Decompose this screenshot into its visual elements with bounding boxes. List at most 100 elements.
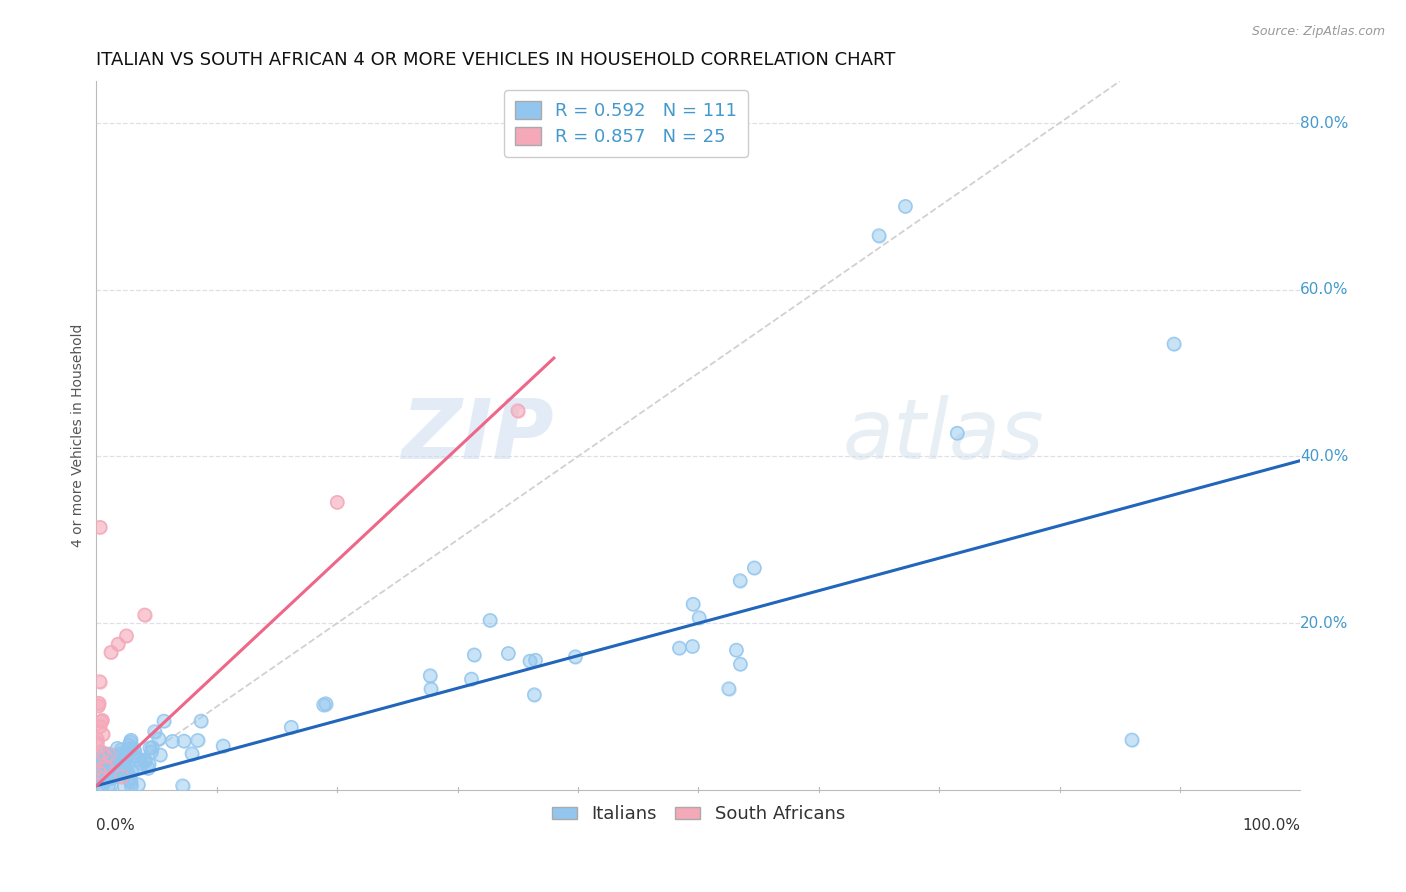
Point [148, 731, 170, 746]
Point [111, 760, 134, 774]
Point [118, 738, 141, 752]
Point [668, 640, 690, 655]
Point [90, 764, 112, 779]
Point [107, 637, 129, 651]
Point [115, 764, 138, 779]
Point [97, 766, 120, 780]
Point [186, 733, 208, 747]
Point [104, 756, 127, 771]
Point [101, 771, 124, 785]
Point [114, 751, 136, 765]
Point [114, 750, 136, 764]
Point [212, 739, 235, 753]
Point [89, 764, 111, 778]
Point [419, 681, 441, 696]
Point [460, 672, 482, 686]
Point [136, 761, 159, 775]
Point [717, 681, 740, 696]
Point [1163, 337, 1185, 351]
Point [122, 742, 145, 756]
Text: 80.0%: 80.0% [1301, 116, 1348, 130]
Point [87, 698, 110, 713]
Point [134, 753, 156, 767]
Point [478, 614, 501, 628]
Point [682, 640, 704, 654]
Point [730, 657, 752, 672]
Point [91, 779, 114, 793]
Point [173, 734, 195, 748]
Point [172, 779, 194, 793]
Text: 40.0%: 40.0% [1301, 449, 1348, 464]
Point [101, 771, 124, 785]
Point [460, 672, 482, 686]
Point [93, 759, 115, 773]
Point [100, 772, 122, 786]
Point [89, 719, 111, 733]
Point [128, 753, 150, 767]
Point [87, 756, 110, 770]
Point [111, 760, 134, 774]
Point [111, 770, 134, 784]
Point [89, 764, 111, 778]
Point [94, 749, 117, 764]
Point [894, 199, 917, 213]
Point [717, 681, 740, 696]
Point [97, 779, 120, 793]
Point [97, 764, 120, 778]
Point [91, 756, 114, 771]
Point [120, 733, 142, 747]
Legend: Italians, South Africans: Italians, South Africans [544, 798, 852, 830]
Point [90, 764, 112, 779]
Point [86, 736, 108, 750]
Point [91, 727, 114, 741]
Point [128, 753, 150, 767]
Point [121, 764, 143, 779]
Point [128, 760, 150, 774]
Point [180, 747, 202, 761]
Point [100, 645, 122, 659]
Point [111, 763, 134, 777]
Point [124, 745, 146, 759]
Point [162, 734, 184, 748]
Point [153, 714, 176, 728]
Point [312, 698, 335, 712]
Point [96, 772, 118, 786]
Point [143, 724, 166, 739]
Point [87, 750, 110, 764]
Point [115, 764, 138, 779]
Point [94, 749, 117, 764]
Point [93, 754, 115, 768]
Point [104, 767, 127, 781]
Point [100, 778, 122, 792]
Point [190, 714, 212, 728]
Point [89, 520, 111, 534]
Point [103, 757, 125, 772]
Point [115, 766, 138, 780]
Point [1121, 732, 1143, 747]
Point [523, 688, 546, 702]
Point [86, 736, 108, 750]
Point [87, 696, 110, 710]
Point [91, 756, 114, 771]
Point [89, 771, 111, 785]
Text: Source: ZipAtlas.com: Source: ZipAtlas.com [1251, 25, 1385, 38]
Point [87, 698, 110, 713]
Point [110, 743, 132, 757]
Point [112, 756, 135, 770]
Point [110, 764, 132, 778]
Point [121, 764, 143, 779]
Point [91, 745, 114, 759]
Point [111, 758, 134, 772]
Point [134, 607, 156, 622]
Point [104, 756, 127, 770]
Point [506, 403, 529, 417]
Point [105, 765, 128, 780]
Point [114, 747, 136, 762]
Point [564, 649, 586, 664]
Point [91, 756, 114, 771]
Point [114, 767, 136, 781]
Point [94, 754, 117, 768]
Point [498, 647, 520, 661]
Point [110, 747, 132, 761]
Point [688, 610, 710, 624]
